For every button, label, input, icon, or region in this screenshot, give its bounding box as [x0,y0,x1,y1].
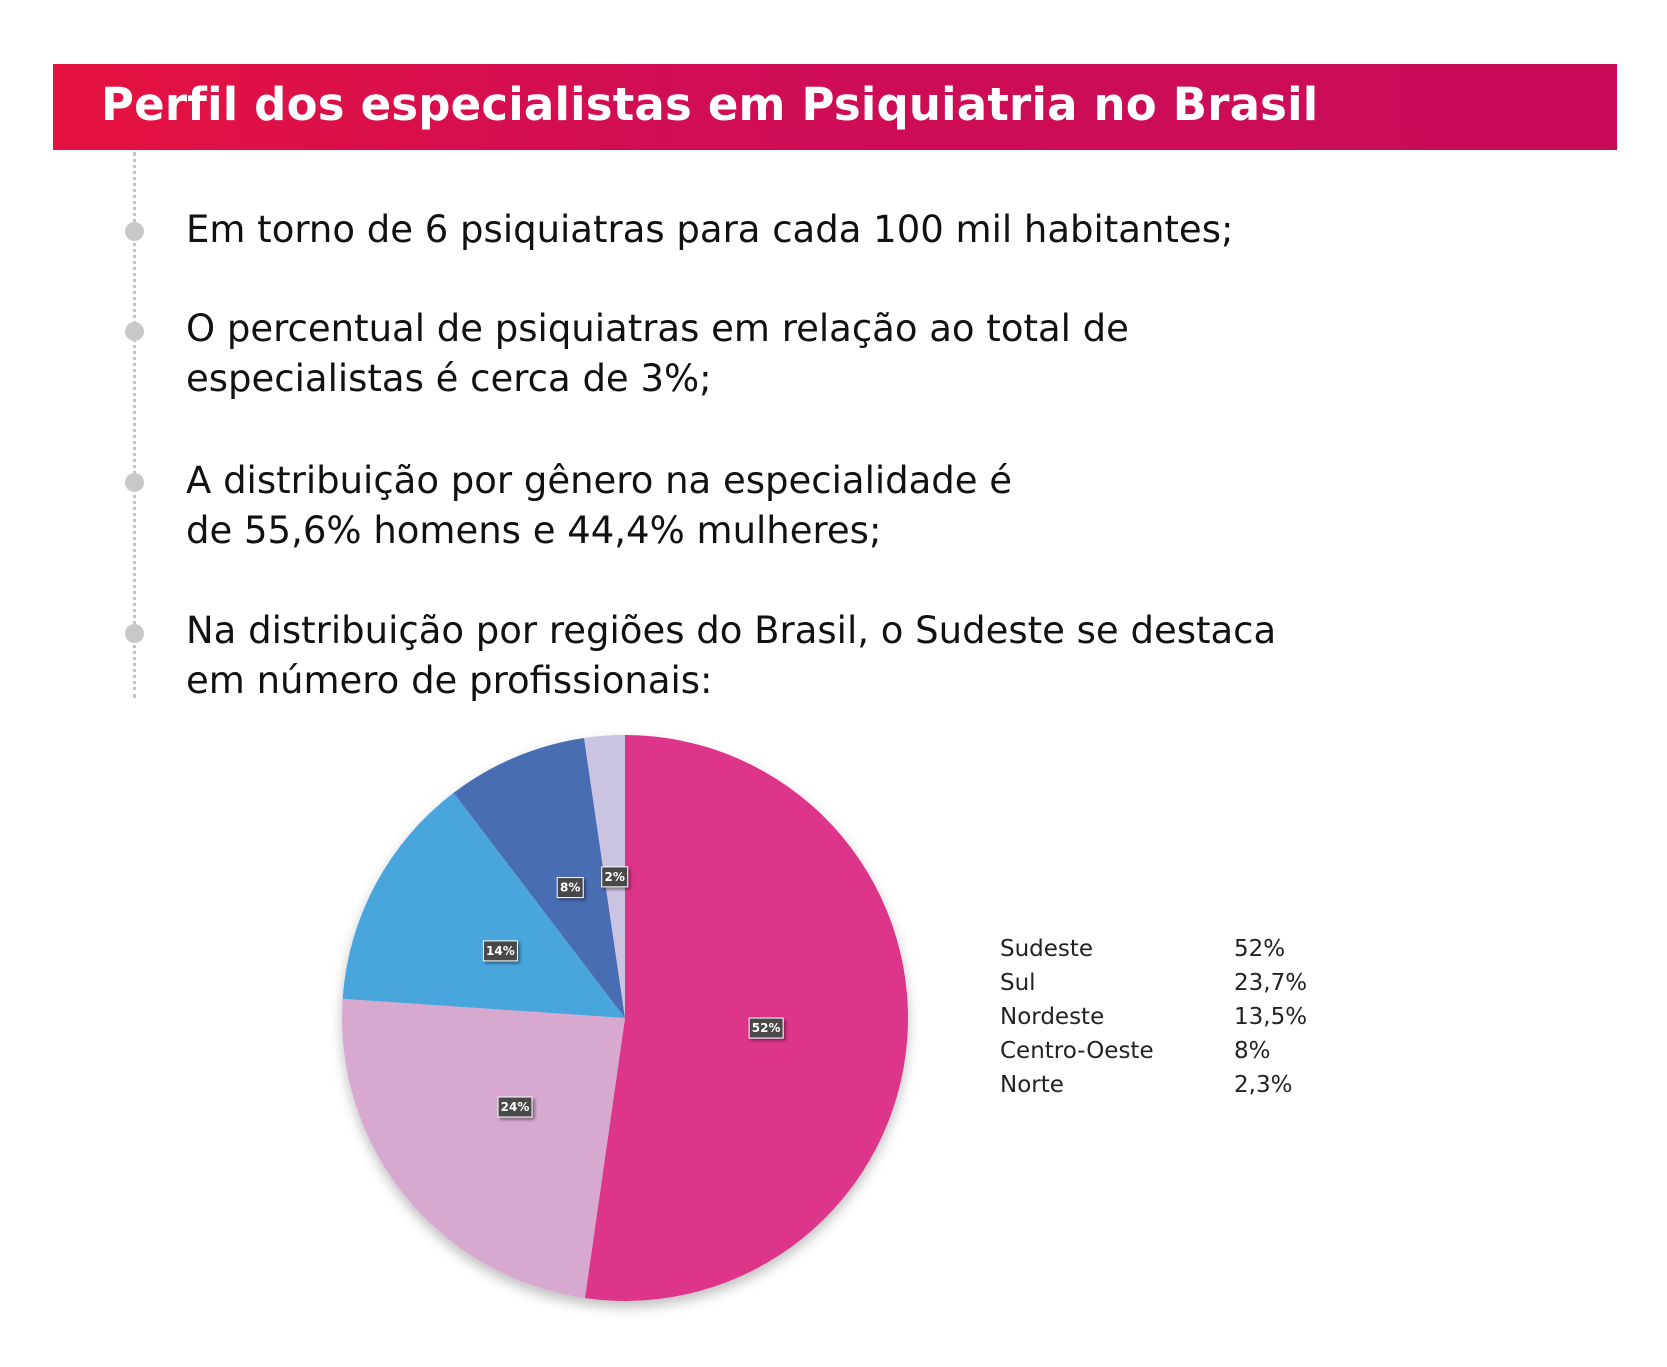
data-label-sul: 24% [497,1096,533,1118]
data-label-text: 8% [560,881,580,895]
data-label-box [601,866,629,888]
data-label-box [497,1096,533,1118]
point-text-1: Em torno de 6 psiquiatras para cada 100 … [186,208,1234,251]
legend-name: Sudeste [1000,936,1094,962]
point-text-3: A distribuição por gênero na especialida… [186,459,1013,552]
bullet-dot [125,624,144,643]
legend-value: 8% [1234,1038,1271,1064]
data-label-text: 52% [752,1021,781,1035]
legend-value: 23,7% [1234,970,1308,996]
legend-name: Sul [1000,970,1036,996]
data-label-nordeste: 14% [482,940,518,962]
timeline-line [133,152,136,698]
legend-value: 2,3% [1234,1072,1293,1098]
bullet-dot [125,222,144,241]
bullet-dot [125,473,144,492]
pie-slice-nordeste [342,792,625,1018]
data-label-box [482,940,518,962]
title-banner: Perfil dos especialistas em Psiquiatria … [53,64,1617,150]
data-label-sudeste: 52% [748,1017,784,1039]
data-label-norte: 2% [601,866,629,888]
pie-slice-sudeste [584,735,908,1301]
data-label-centro-oeste: 8% [556,877,584,899]
legend-name: Centro-Oeste [1000,1038,1154,1064]
pie-chart: 52% 24% 14% 8% 2% [342,735,908,1301]
pie-slice-centro-oeste [453,737,625,1018]
pie-slice-sul [342,998,625,1299]
legend-value: 52% [1234,936,1286,962]
legend-value: 13,5% [1234,1004,1308,1030]
point-text-2: O percentual de psiquiatras em relação a… [186,307,1129,400]
legend-name: Nordeste [1000,1004,1105,1030]
legend-name: Norte [1000,1072,1064,1098]
data-label-text: 2% [605,870,625,884]
point-text-4: Na distribuição por regiões do Brasil, o… [186,609,1277,702]
data-label-text: 24% [501,1100,530,1114]
data-label-text: 14% [486,944,515,958]
page-title: Perfil dos especialistas em Psiquiatria … [101,78,1319,131]
bullet-dot [125,322,144,341]
data-label-box [556,877,584,899]
data-label-box [748,1017,784,1039]
